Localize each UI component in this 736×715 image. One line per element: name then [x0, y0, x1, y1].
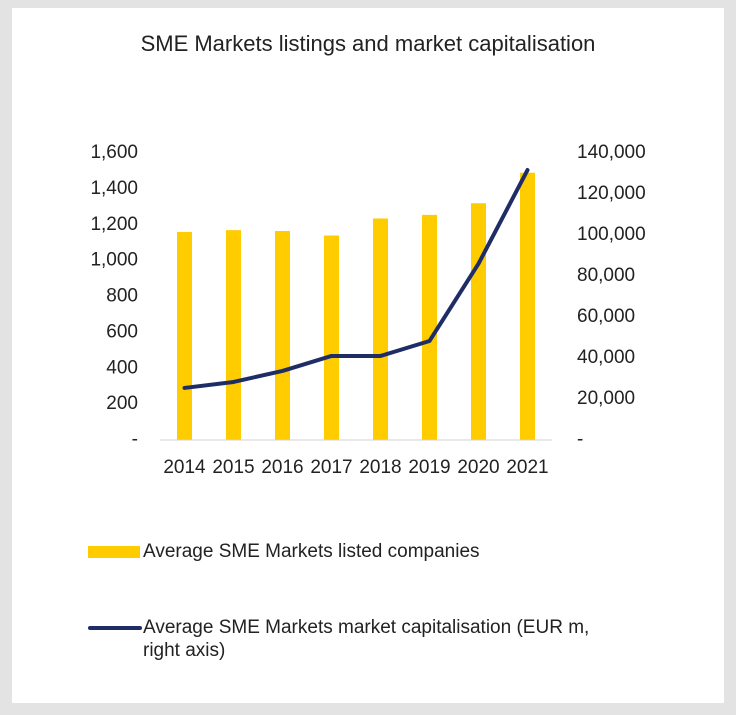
bar [373, 218, 388, 440]
bar [324, 235, 339, 440]
y2-tick-label: 20,000 [577, 388, 635, 409]
y-tick-label: 1,400 [90, 178, 138, 199]
x-tick-label: 2020 [457, 457, 499, 478]
y2-tick-label: 120,000 [577, 183, 646, 204]
y-tick-label: 1,200 [90, 214, 138, 235]
x-tick-label: 2018 [359, 457, 401, 478]
y-tick-label: 800 [106, 286, 138, 307]
x-tick-label: 2015 [212, 457, 254, 478]
y-tick-label: 600 [106, 321, 138, 342]
y2-tick-label: 100,000 [577, 224, 646, 245]
x-tick-label: 2016 [261, 457, 303, 478]
x-tick-label: 2019 [408, 457, 450, 478]
y-tick-label: 400 [106, 357, 138, 378]
y-tick-label: 1,000 [90, 250, 138, 271]
y2-tick-label: 140,000 [577, 142, 646, 163]
x-tick-label: 2017 [310, 457, 352, 478]
y2-tick-label: 40,000 [577, 347, 635, 368]
bar [471, 203, 486, 440]
legend-label-line: right axis) [143, 640, 225, 661]
legend-label-line: Average SME Markets listed companies [143, 541, 480, 562]
chart-title: SME Markets listings and market capitali… [141, 31, 596, 56]
legend-label: Average SME Markets market capitalisatio… [143, 617, 589, 661]
y2-tick-label: 80,000 [577, 265, 635, 286]
bar [226, 230, 241, 440]
x-tick-label: 2014 [163, 457, 206, 478]
y-tick-label: 1,600 [90, 142, 138, 163]
y2-tick-label: 60,000 [577, 306, 635, 327]
legend-swatch [88, 546, 140, 558]
y-tick-label: - [132, 429, 138, 450]
bar [177, 231, 192, 440]
y-tick-label: 200 [106, 393, 138, 414]
bar [520, 172, 535, 440]
x-tick-label: 2021 [506, 457, 548, 478]
y2-tick-label: - [577, 429, 583, 450]
legend-label: Average SME Markets listed companies [143, 541, 480, 562]
bar [275, 231, 290, 440]
bar [422, 214, 437, 440]
legend-label-line: Average SME Markets market capitalisatio… [143, 617, 589, 638]
line [182, 168, 530, 390]
